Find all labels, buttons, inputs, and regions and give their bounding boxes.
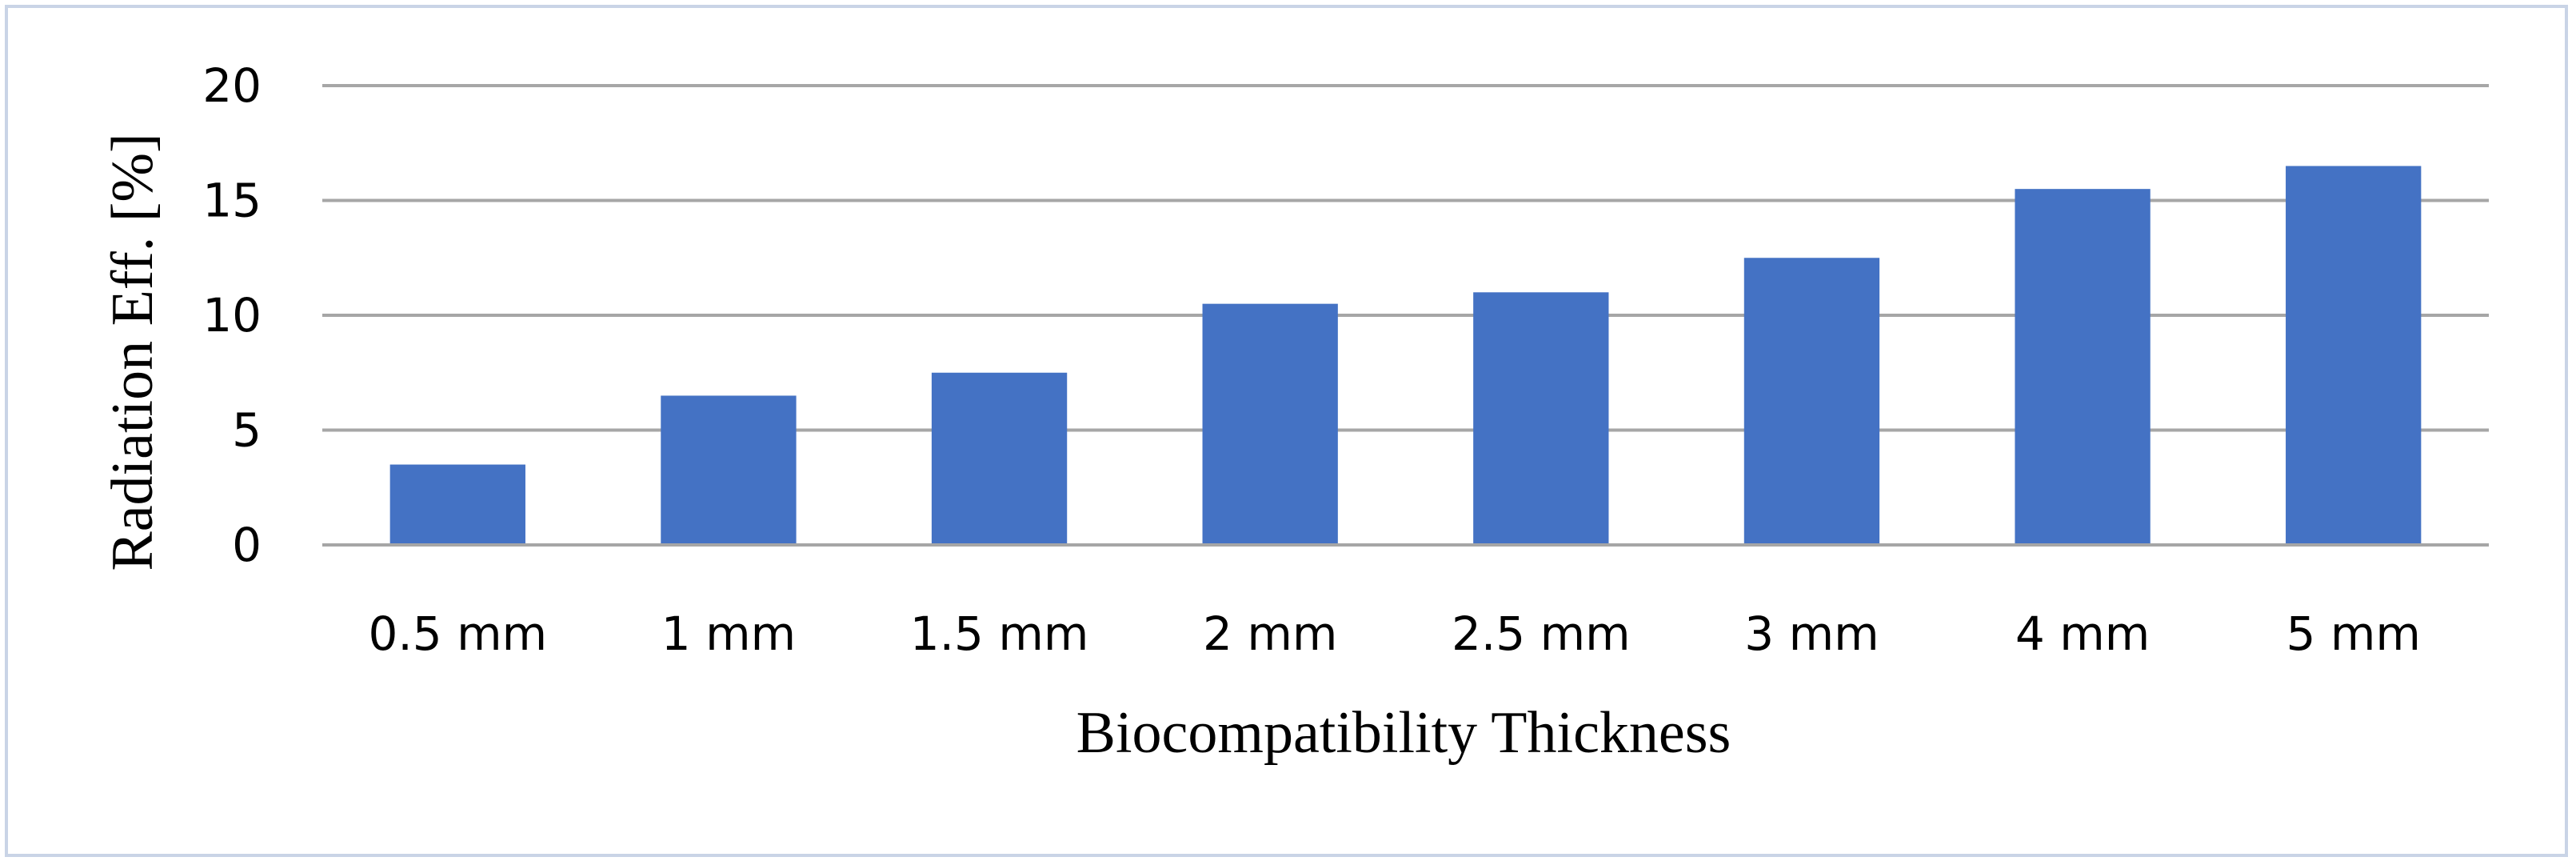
gridlines: [322, 84, 2489, 547]
x-tick-label: 1.5 mm: [910, 607, 1089, 661]
x-tick-labels: 0.5 mm 1 mm 1.5 mm 2 mm 2.5 mm 3 mm 4 mm 5 mm: [368, 607, 2420, 661]
bar: [931, 372, 1068, 545]
x-tick-label: 3 mm: [1744, 607, 1879, 661]
y-tick-label: 10: [202, 288, 262, 342]
bar: [2015, 189, 2151, 545]
y-axis-title: Radiation Eff. [%]: [100, 133, 166, 571]
bar: [1202, 303, 1338, 545]
x-tick-label: 1 mm: [661, 607, 796, 661]
y-tick-label: 5: [232, 403, 262, 458]
bar: [1473, 292, 1609, 545]
y-tick-label: 0: [232, 518, 262, 572]
x-tick-label: 5 mm: [2286, 607, 2421, 661]
y-tick-label: 15: [202, 174, 262, 228]
x-tick-label: 2 mm: [1203, 607, 1337, 661]
bar: [389, 464, 525, 545]
x-tick-label: 2.5 mm: [1452, 607, 1631, 661]
x-tick-label: 0.5 mm: [368, 607, 547, 661]
x-tick-label: 4 mm: [2015, 607, 2150, 661]
x-axis-title: Biocompatibility Thickness: [1076, 700, 1731, 766]
bar: [661, 395, 797, 545]
bar: [1743, 258, 1880, 545]
y-tick-labels: 0 5 10 15 20: [202, 58, 262, 572]
bar: [2286, 166, 2422, 545]
bars: [322, 166, 2489, 547]
y-tick-label: 20: [202, 58, 262, 113]
